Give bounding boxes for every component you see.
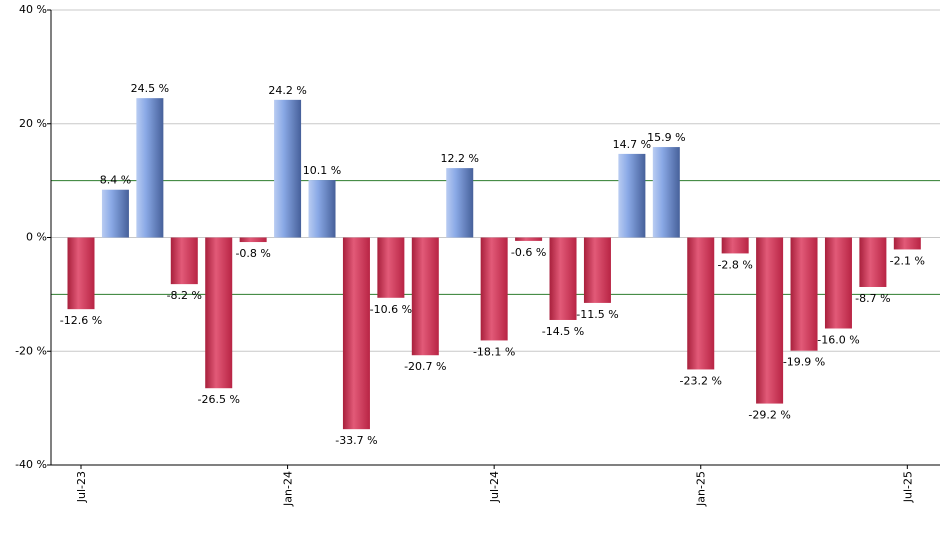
data-label: -19.9 % (783, 356, 825, 369)
bar-dec-24 (652, 147, 680, 238)
bar-jan-25 (687, 237, 715, 370)
axes: 40 % 20 % 0 % -20 % -40 % Jul-23 Jan-24 Jul-24 J… (15, 3, 940, 507)
bar-sep-23 (136, 98, 164, 238)
data-label: 8.4 % (100, 174, 131, 187)
bar-apr-25 (790, 237, 818, 351)
data-label: -12.6 % (60, 314, 102, 327)
x-tick-label: Jul-25 (901, 471, 914, 503)
data-label: 15.9 % (647, 131, 685, 144)
data-label: -16.0 % (817, 334, 859, 347)
bars (67, 98, 921, 430)
bar-jul-25 (893, 237, 921, 250)
x-tick-label: Jan-25 (695, 471, 708, 507)
bar-feb-25 (721, 237, 749, 254)
data-label: -2.1 % (890, 254, 925, 267)
data-labels: -12.6 % 8.4 % 24.5 % -8.2 % -26.5 % -0.8 % 24.… (60, 82, 925, 447)
bar-nov-23 (205, 237, 233, 389)
bar-may-25 (824, 237, 852, 329)
data-label: -20.7 % (404, 360, 446, 373)
data-label: -18.1 % (473, 345, 515, 358)
bar-nov-24 (618, 153, 646, 238)
data-label: -26.5 % (198, 393, 240, 406)
y-tick-label: -20 % (15, 344, 47, 357)
bar-oct-24 (583, 237, 611, 303)
data-label: 24.2 % (268, 84, 306, 97)
bar-oct-23 (170, 237, 198, 285)
data-label: -0.8 % (235, 247, 270, 260)
data-label: -11.5 % (576, 308, 618, 321)
bar-jan-24 (274, 99, 302, 238)
bar-feb-24 (308, 180, 336, 238)
bar-jun-24 (446, 168, 474, 238)
x-tick-label: Jul-24 (488, 471, 501, 503)
bar-dec-23 (239, 237, 267, 243)
y-tick-label: 20 % (19, 117, 47, 130)
bar-jun-25 (859, 237, 887, 287)
data-label: 10.1 % (303, 164, 341, 177)
bar-aug-23 (101, 189, 129, 238)
data-label: 24.5 % (131, 82, 169, 95)
data-label: -10.6 % (370, 303, 412, 316)
data-label: -33.7 % (335, 434, 377, 447)
data-label: -2.8 % (717, 258, 752, 271)
bar-jul-23 (67, 237, 95, 310)
data-label: 14.7 % (613, 138, 651, 151)
y-tick-label: -40 % (15, 458, 47, 471)
data-label: -29.2 % (748, 409, 790, 422)
x-tick-label: Jul-23 (75, 471, 88, 503)
data-label: -14.5 % (542, 325, 584, 338)
bar-apr-24 (377, 237, 405, 298)
data-label: -0.6 % (511, 246, 546, 259)
bar-aug-24 (515, 237, 543, 241)
bar-mar-25 (756, 237, 784, 404)
y-tick-label: 0 % (26, 231, 47, 244)
x-tick-label: Jan-24 (282, 471, 295, 507)
bar-may-24 (411, 237, 439, 356)
bar-jul-24 (480, 237, 508, 341)
bar-sep-24 (549, 237, 577, 320)
data-label: 12.2 % (441, 152, 479, 165)
bar-mar-24 (342, 237, 370, 430)
y-tick-label: 40 % (19, 3, 47, 16)
data-label: -23.2 % (680, 374, 722, 387)
data-label: -8.2 % (167, 289, 202, 302)
data-label: -8.7 % (855, 292, 890, 305)
